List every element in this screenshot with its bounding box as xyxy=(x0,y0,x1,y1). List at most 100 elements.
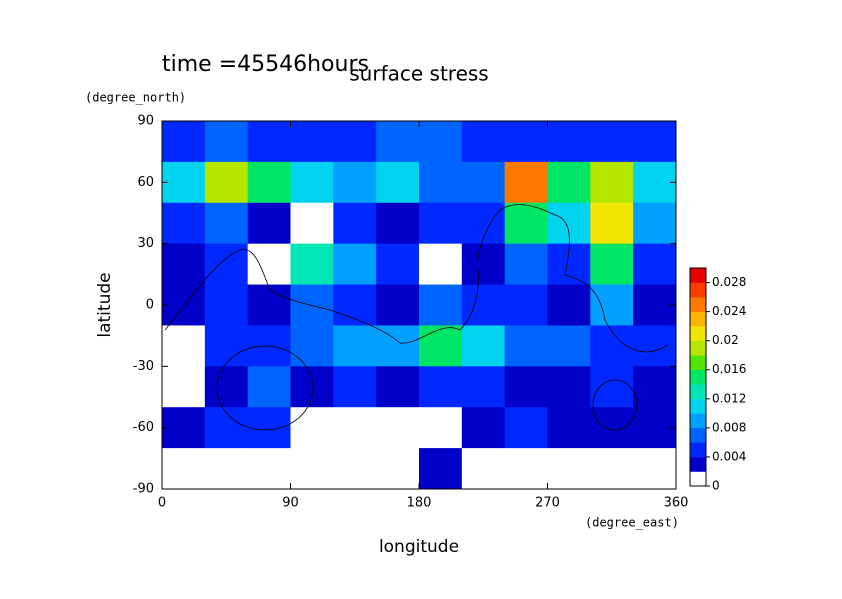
field-cell xyxy=(633,325,677,367)
field-cell xyxy=(290,366,334,408)
field-cell xyxy=(504,284,548,326)
field-cell xyxy=(590,161,634,204)
field-cell xyxy=(247,121,291,163)
x-tick-label: 270 xyxy=(535,496,560,511)
field-cell xyxy=(461,366,506,408)
field-cell xyxy=(547,407,591,449)
field-cell xyxy=(376,366,420,408)
field-cell xyxy=(419,243,463,286)
field-cell xyxy=(290,121,334,163)
colorbar-swatch xyxy=(690,471,706,487)
field-cell xyxy=(590,243,634,286)
field-cell xyxy=(461,243,506,286)
colorbar-swatch xyxy=(690,282,706,298)
field-cell xyxy=(547,161,591,204)
field-cell xyxy=(590,407,634,449)
colorbar-swatch xyxy=(690,340,706,356)
colorbar-frame xyxy=(689,267,707,487)
y-tick-label: 90 xyxy=(137,114,154,129)
field-cell xyxy=(376,202,420,245)
field-cell xyxy=(547,448,591,490)
field-cell xyxy=(376,243,420,286)
field-cell xyxy=(633,448,677,490)
field-cell xyxy=(162,202,206,245)
field-cell xyxy=(204,243,249,286)
field-cell xyxy=(333,448,377,490)
field-cell xyxy=(204,325,249,367)
colorbar-tick-label: 0 xyxy=(712,479,720,493)
field-cell xyxy=(504,366,548,408)
field-cell xyxy=(376,284,420,326)
field-cell xyxy=(247,448,291,490)
field-cell xyxy=(333,161,377,204)
field-cell xyxy=(290,243,334,286)
colorbar-swatch xyxy=(690,297,706,312)
field-cell xyxy=(504,161,548,204)
field-cell xyxy=(419,325,463,367)
field-cell xyxy=(333,284,377,326)
field-cell xyxy=(162,407,206,449)
y-tick-label: -60 xyxy=(133,420,154,435)
colorbar-tick-label: 0.008 xyxy=(712,420,746,434)
coastline xyxy=(592,379,638,431)
field-cell xyxy=(419,202,463,245)
field-cell xyxy=(547,284,591,326)
field-cell xyxy=(419,448,463,490)
colorbar-tick-label: 0.024 xyxy=(712,304,746,318)
field-cell xyxy=(633,407,677,449)
colorbar-tick-label: 0.028 xyxy=(712,275,746,289)
field-cell xyxy=(204,121,249,163)
colorbar-swatch xyxy=(690,268,706,283)
field-cell xyxy=(461,161,506,204)
x-tick-label: 180 xyxy=(407,496,432,511)
field-cell xyxy=(247,407,291,449)
field-cell xyxy=(419,284,463,326)
field-cell xyxy=(504,121,548,163)
colorbar-swatch xyxy=(690,384,706,400)
colorbar-swatch xyxy=(690,456,706,472)
field-cell xyxy=(376,407,420,449)
field-cell xyxy=(419,121,463,163)
colorbar-swatch xyxy=(690,369,706,385)
field-cell xyxy=(290,448,334,490)
colorbar-swatch xyxy=(690,326,706,341)
field-cell xyxy=(376,448,420,490)
field-cell xyxy=(333,202,377,245)
field-cell xyxy=(204,448,249,490)
colorbar-swatch xyxy=(690,311,706,327)
annotation: time =45546hours xyxy=(162,52,369,77)
field-cell xyxy=(162,448,206,490)
field-cell xyxy=(504,407,548,449)
field-cell xyxy=(204,284,249,326)
field-cell xyxy=(333,325,377,367)
x-unit: (degree_east) xyxy=(585,516,679,530)
field-cell xyxy=(461,325,506,367)
field-cell xyxy=(376,161,420,204)
field-cell xyxy=(590,448,634,490)
x-tick-label: 0 xyxy=(158,496,166,511)
field-cell xyxy=(547,366,591,408)
colorbar-swatch xyxy=(690,413,706,429)
field-cell xyxy=(290,202,334,245)
y-unit: (degree_north) xyxy=(85,91,186,105)
field-cell xyxy=(419,161,463,204)
field-cell xyxy=(204,366,249,408)
colorbar-tick-label: 0.004 xyxy=(712,449,746,463)
field-cell xyxy=(162,243,206,286)
colorbar-swatch xyxy=(690,442,706,458)
y-tick-label: -90 xyxy=(133,482,154,497)
field-cell xyxy=(633,121,677,163)
field-cell xyxy=(504,243,548,286)
field-cell xyxy=(162,325,206,367)
y-tick-label: 60 xyxy=(137,175,154,190)
field-cell xyxy=(162,161,206,204)
colorbar-swatch xyxy=(690,355,706,371)
field-cell xyxy=(461,284,506,326)
field-cell xyxy=(633,366,677,408)
field-cell xyxy=(333,407,377,449)
field-cell xyxy=(633,202,677,245)
field-cell xyxy=(162,284,206,326)
chart-title: surface stress xyxy=(349,62,488,86)
